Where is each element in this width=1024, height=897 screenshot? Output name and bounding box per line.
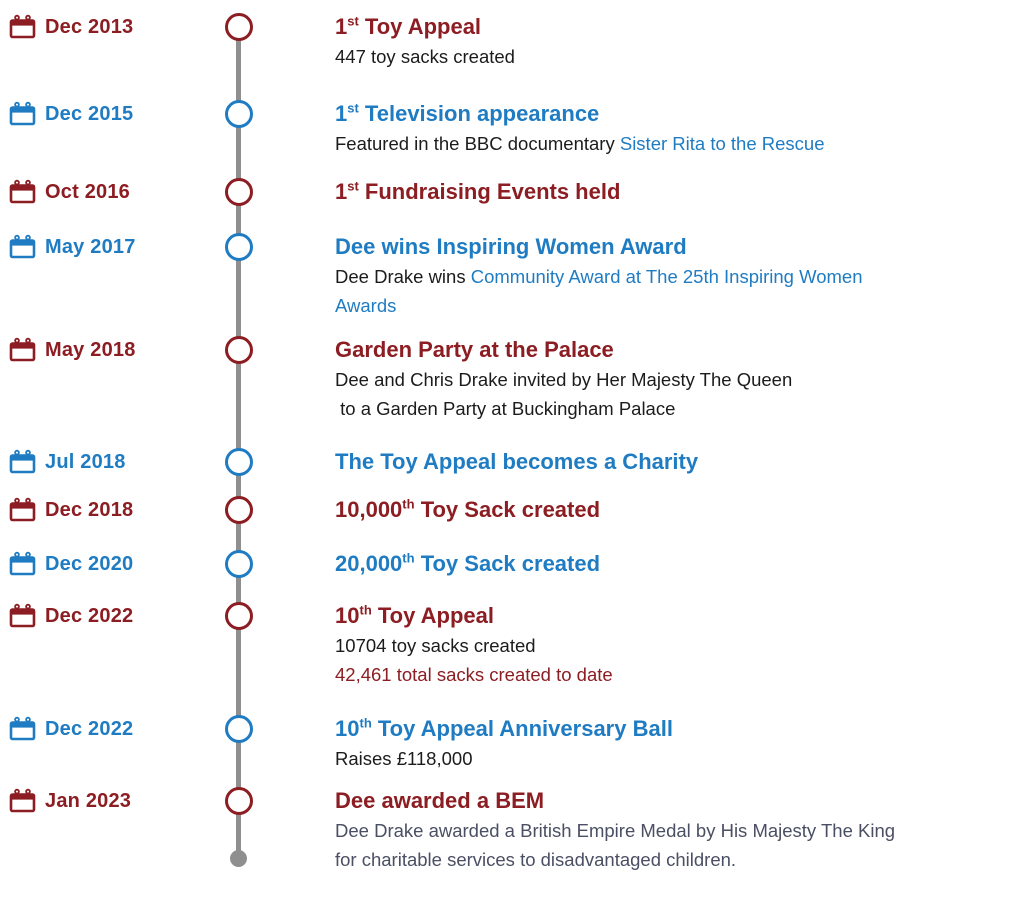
event-date-group: Dec 2015 xyxy=(9,99,133,129)
event-description: Raises £118,000 xyxy=(335,748,473,769)
calendar-icon xyxy=(9,14,36,39)
event-date: May 2017 xyxy=(45,235,136,258)
event-date: Dec 2018 xyxy=(45,498,134,521)
event-date: Oct 2016 xyxy=(45,180,130,203)
event-date-group: Dec 2020 xyxy=(9,549,133,579)
timeline-end-dot xyxy=(230,850,247,867)
timeline-node xyxy=(225,550,253,578)
event-description: to a Garden Party at Buckingham Palace xyxy=(335,398,676,419)
calendar-icon xyxy=(9,716,36,741)
event-date: Jul 2018 xyxy=(45,450,126,473)
event-title: Dee wins Inspiring Women Award xyxy=(335,234,687,259)
event-title: 10,000th Toy Sack created xyxy=(335,496,601,522)
event-date: Dec 2022 xyxy=(45,717,134,740)
event-content: 10th Toy Appeal 10704 toy sacks created 42… xyxy=(335,601,613,689)
event-content: 1st Fundraising Events held xyxy=(335,177,620,207)
event-title: 10th Toy Appeal xyxy=(335,602,495,628)
event-date-group: Dec 2022 xyxy=(9,601,133,631)
event-content: 20,000th Toy Sack created xyxy=(335,549,600,579)
event-date: Dec 2020 xyxy=(45,552,134,575)
event-description: 447 toy sacks created xyxy=(335,46,515,67)
timeline-node xyxy=(225,787,253,815)
timeline-node xyxy=(225,178,253,206)
timeline-node xyxy=(225,336,253,364)
calendar-icon xyxy=(9,337,36,362)
event-content: 1st Toy Appeal 447 toy sacks created xyxy=(335,12,515,71)
event-date-group: Dec 2022 xyxy=(9,714,133,744)
event-description: for charitable services to disadvantaged… xyxy=(335,849,737,870)
event-date: Dec 2022 xyxy=(45,604,134,627)
event-description: Dee and Chris Drake invited by Her Majes… xyxy=(335,369,793,390)
event-date-group: May 2017 xyxy=(9,232,136,262)
event-title: 1st Toy Appeal xyxy=(335,13,482,39)
calendar-icon xyxy=(9,788,36,813)
event-title: Garden Party at the Palace xyxy=(335,337,614,362)
event-date-group: Jul 2018 xyxy=(9,447,126,477)
timeline-line xyxy=(236,27,241,858)
event-content: 10th Toy Appeal Anniversary Ball Raises £… xyxy=(335,714,673,773)
event-title: The Toy Appeal becomes a Charity xyxy=(335,449,699,474)
calendar-icon xyxy=(9,603,36,628)
event-description: Featured in the BBC documentary Sister R… xyxy=(335,133,825,154)
timeline-node xyxy=(225,100,253,128)
event-content: Garden Party at the Palace Dee and Chris … xyxy=(335,335,792,423)
event-date-group: Oct 2016 xyxy=(9,177,130,207)
event-date-group: Jan 2023 xyxy=(9,786,131,816)
timeline-node xyxy=(225,715,253,743)
calendar-icon xyxy=(9,234,36,259)
event-date: Dec 2013 xyxy=(45,15,134,38)
timeline-node xyxy=(225,448,253,476)
event-content: 1st Television appearance Featured in the… xyxy=(335,99,824,158)
event-date: Dec 2015 xyxy=(45,102,134,125)
event-title: 20,000th Toy Sack created xyxy=(335,550,601,576)
calendar-icon xyxy=(9,179,36,204)
timeline-node xyxy=(225,233,253,261)
event-title: 1st Television appearance xyxy=(335,100,600,126)
event-content: 10,000th Toy Sack created xyxy=(335,495,600,525)
event-date-group: Dec 2013 xyxy=(9,12,133,42)
event-description: Dee Drake wins Community Award at The 25… xyxy=(335,266,863,287)
event-description: Awards xyxy=(335,295,397,316)
event-date: May 2018 xyxy=(45,338,136,361)
calendar-icon xyxy=(9,551,36,576)
event-title: 1st Fundraising Events held xyxy=(335,178,621,204)
calendar-icon xyxy=(9,449,36,474)
event-description: 10704 toy sacks created xyxy=(335,635,536,656)
calendar-icon xyxy=(9,101,36,126)
timeline-node xyxy=(225,13,253,41)
event-date-group: Dec 2018 xyxy=(9,495,133,525)
event-content: The Toy Appeal becomes a Charity xyxy=(335,447,698,477)
event-content: Dee wins Inspiring Women Award Dee Drake … xyxy=(335,232,863,320)
event-title: 10th Toy Appeal Anniversary Ball xyxy=(335,715,673,741)
event-description: Dee Drake awarded a British Empire Medal… xyxy=(335,820,896,841)
event-date: Jan 2023 xyxy=(45,789,132,812)
timeline-node xyxy=(225,602,253,630)
calendar-icon xyxy=(9,497,36,522)
event-title: Dee awarded a BEM xyxy=(335,788,545,813)
timeline-node xyxy=(225,496,253,524)
event-date-group: May 2018 xyxy=(9,335,136,365)
event-description: 42,461 total sacks created to date xyxy=(335,664,613,685)
event-content: Dee awarded a BEM Dee Drake awarded a Bri… xyxy=(335,786,895,874)
